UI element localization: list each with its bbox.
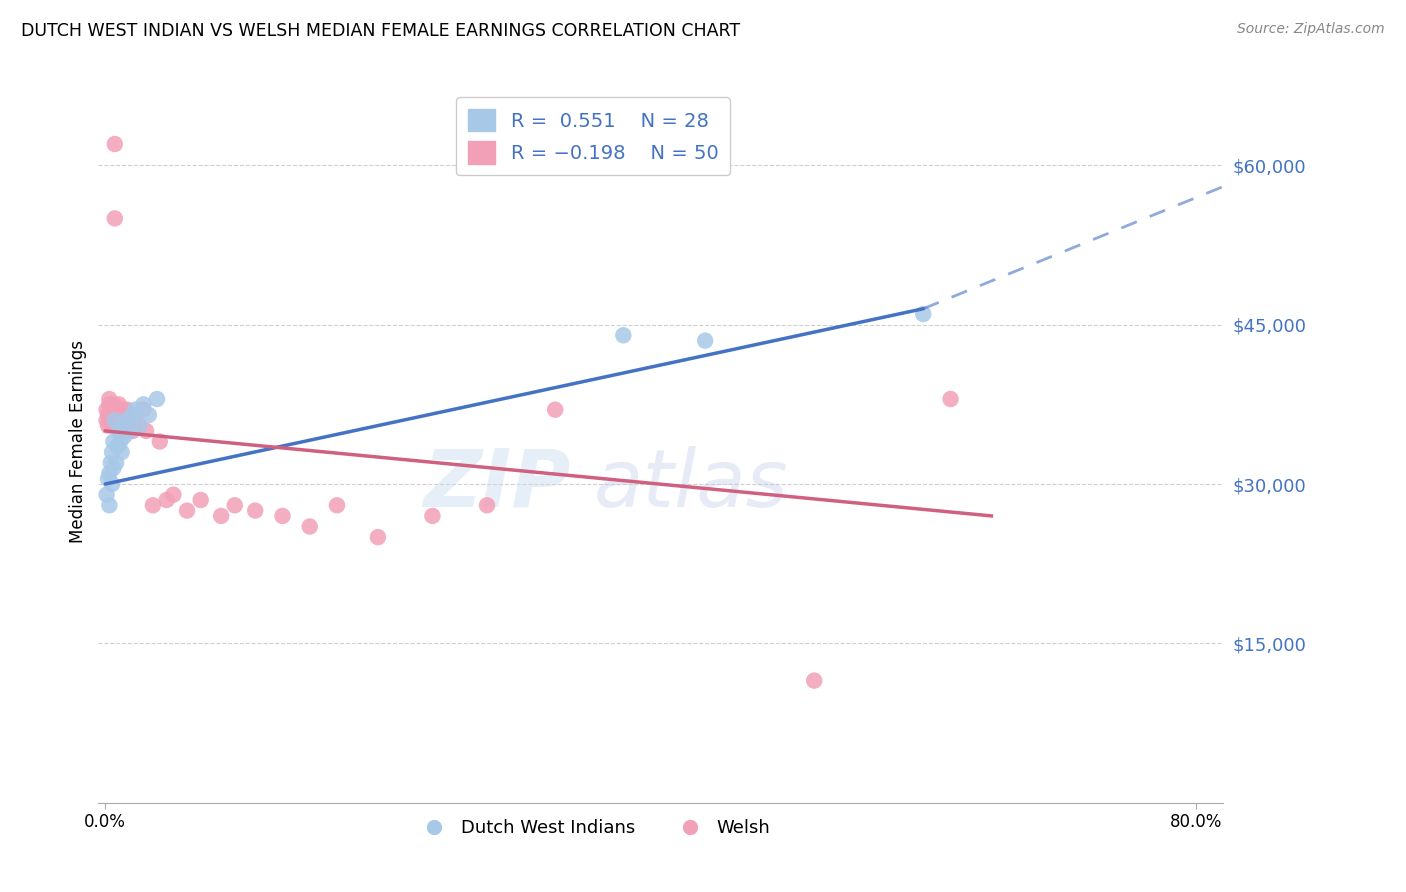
- Point: [104, 413, 127, 427]
- Point: [98, 392, 121, 406]
- Point: [112, 429, 135, 443]
- Point: [97, 408, 120, 422]
- Point: [98, 467, 121, 481]
- Point: [101, 408, 124, 422]
- Point: [104, 211, 127, 226]
- Point: [101, 445, 124, 459]
- Point: [367, 530, 389, 544]
- Legend: Dutch West Indians, Welsh: Dutch West Indians, Welsh: [409, 812, 778, 845]
- Point: [176, 503, 198, 517]
- Point: [118, 408, 141, 422]
- Point: [612, 328, 634, 343]
- Point: [108, 397, 131, 411]
- Point: [96, 413, 118, 427]
- Point: [111, 418, 134, 433]
- Point: [117, 413, 139, 427]
- Point: [107, 402, 129, 417]
- Text: DUTCH WEST INDIAN VS WELSH MEDIAN FEMALE EARNINGS CORRELATION CHART: DUTCH WEST INDIAN VS WELSH MEDIAN FEMALE…: [21, 22, 740, 40]
- Point: [97, 472, 120, 486]
- Point: [224, 498, 246, 512]
- Point: [124, 402, 146, 417]
- Point: [803, 673, 825, 688]
- Point: [544, 402, 567, 417]
- Point: [128, 418, 150, 433]
- Point: [111, 402, 134, 417]
- Point: [105, 456, 128, 470]
- Point: [111, 413, 134, 427]
- Point: [101, 418, 124, 433]
- Point: [128, 418, 150, 433]
- Point: [190, 493, 212, 508]
- Point: [97, 418, 120, 433]
- Point: [271, 508, 294, 523]
- Point: [132, 402, 155, 417]
- Text: ZIP: ZIP: [423, 446, 571, 524]
- Point: [101, 477, 124, 491]
- Point: [475, 498, 498, 512]
- Point: [121, 408, 143, 422]
- Point: [912, 307, 935, 321]
- Text: Source: ZipAtlas.com: Source: ZipAtlas.com: [1237, 22, 1385, 37]
- Point: [103, 434, 125, 449]
- Y-axis label: Median Female Earnings: Median Female Earnings: [69, 340, 87, 543]
- Point: [103, 413, 125, 427]
- Point: [138, 408, 160, 422]
- Text: atlas: atlas: [593, 446, 789, 524]
- Point: [115, 402, 138, 417]
- Point: [100, 402, 122, 417]
- Point: [124, 413, 146, 427]
- Point: [103, 397, 125, 411]
- Point: [695, 334, 717, 348]
- Point: [121, 424, 143, 438]
- Point: [107, 440, 129, 454]
- Point: [422, 508, 444, 523]
- Point: [98, 498, 121, 512]
- Point: [112, 424, 135, 438]
- Point: [326, 498, 349, 512]
- Point: [103, 461, 125, 475]
- Point: [135, 424, 157, 438]
- Point: [142, 498, 165, 512]
- Point: [146, 392, 169, 406]
- Point: [105, 408, 128, 422]
- Point: [115, 413, 138, 427]
- Point: [110, 434, 132, 449]
- Point: [155, 493, 177, 508]
- Point: [298, 519, 321, 533]
- Point: [100, 456, 122, 470]
- Point: [118, 424, 141, 438]
- Point: [132, 397, 155, 411]
- Point: [104, 136, 127, 151]
- Point: [108, 413, 131, 427]
- Point: [149, 434, 172, 449]
- Point: [110, 445, 132, 459]
- Point: [100, 413, 122, 427]
- Point: [162, 488, 184, 502]
- Point: [209, 508, 232, 523]
- Point: [110, 418, 132, 433]
- Point: [108, 424, 131, 438]
- Point: [96, 402, 118, 417]
- Point: [114, 413, 136, 427]
- Point: [96, 488, 118, 502]
- Point: [245, 503, 267, 517]
- Point: [939, 392, 962, 406]
- Point: [110, 408, 132, 422]
- Point: [98, 397, 121, 411]
